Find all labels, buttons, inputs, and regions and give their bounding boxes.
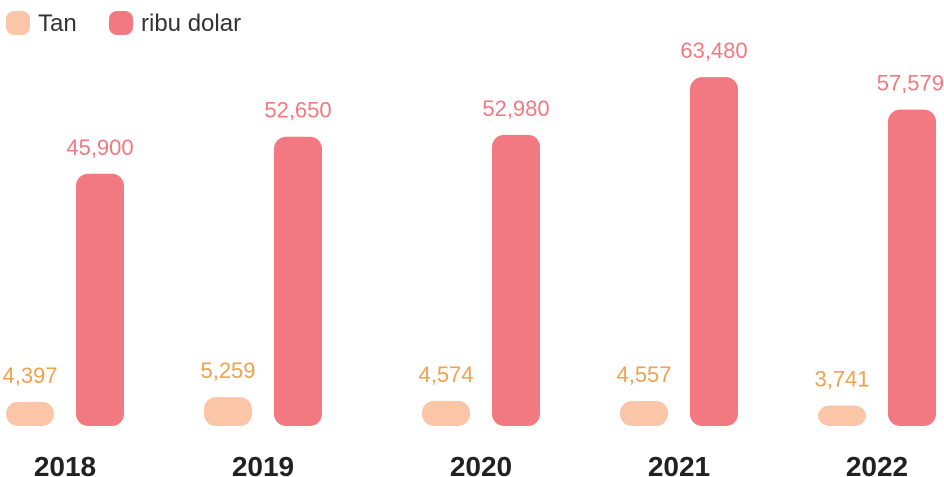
value-label-ribu-dolar-2019: 52,650 xyxy=(264,98,331,123)
x-tick-label-2022: 2022 xyxy=(846,451,908,477)
year-labels-group: 2018 2019 2020 2021 2022 xyxy=(34,451,908,477)
bar-tan-2022[interactable] xyxy=(818,405,866,426)
value-label-ribu-dolar-2021: 63,480 xyxy=(680,38,747,63)
bar-ribu-dolar-2018[interactable] xyxy=(76,173,124,426)
x-tick-label-2021: 2021 xyxy=(648,451,710,477)
value-label-tan-2021: 4,557 xyxy=(616,362,671,387)
legend-swatch-tan xyxy=(6,11,30,35)
value-label-ribu-dolar-2022: 57,579 xyxy=(877,71,944,96)
value-label-tan-2018: 4,397 xyxy=(2,363,57,388)
bar-ribu-dolar-2022[interactable] xyxy=(888,109,936,426)
bar-tan-2019[interactable] xyxy=(204,397,252,426)
legend: Tan ribu dolar xyxy=(6,10,241,37)
bars-group xyxy=(6,77,936,427)
bar-tan-2021[interactable] xyxy=(620,400,668,426)
value-label-tan-2020: 4,574 xyxy=(418,362,473,387)
x-tick-label-2018: 2018 xyxy=(34,451,96,477)
legend-label-ribu-dolar: ribu dolar xyxy=(141,10,241,37)
value-labels-group: 4,397 45,900 5,259 52,650 4,574 52,980 4,557 63… xyxy=(2,38,944,391)
bar-ribu-dolar-2019[interactable] xyxy=(274,136,322,427)
legend-item-ribu-dolar[interactable]: ribu dolar xyxy=(109,10,241,37)
legend-label-tan: Tan xyxy=(38,10,77,37)
legend-item-tan[interactable]: Tan xyxy=(6,10,77,37)
value-label-tan-2022: 3,741 xyxy=(814,366,869,391)
value-label-ribu-dolar-2020: 52,980 xyxy=(482,96,549,121)
x-tick-label-2019: 2019 xyxy=(232,451,294,477)
legend-swatch-ribu-dolar xyxy=(109,11,133,35)
value-label-ribu-dolar-2018: 45,900 xyxy=(66,135,133,160)
bar-tan-2020[interactable] xyxy=(422,400,470,426)
bar-ribu-dolar-2021[interactable] xyxy=(690,77,738,426)
value-label-tan-2019: 5,259 xyxy=(200,358,255,383)
bar-tan-2018[interactable] xyxy=(6,401,54,426)
x-tick-label-2020: 2020 xyxy=(450,451,512,477)
bar-ribu-dolar-2020[interactable] xyxy=(492,134,540,427)
